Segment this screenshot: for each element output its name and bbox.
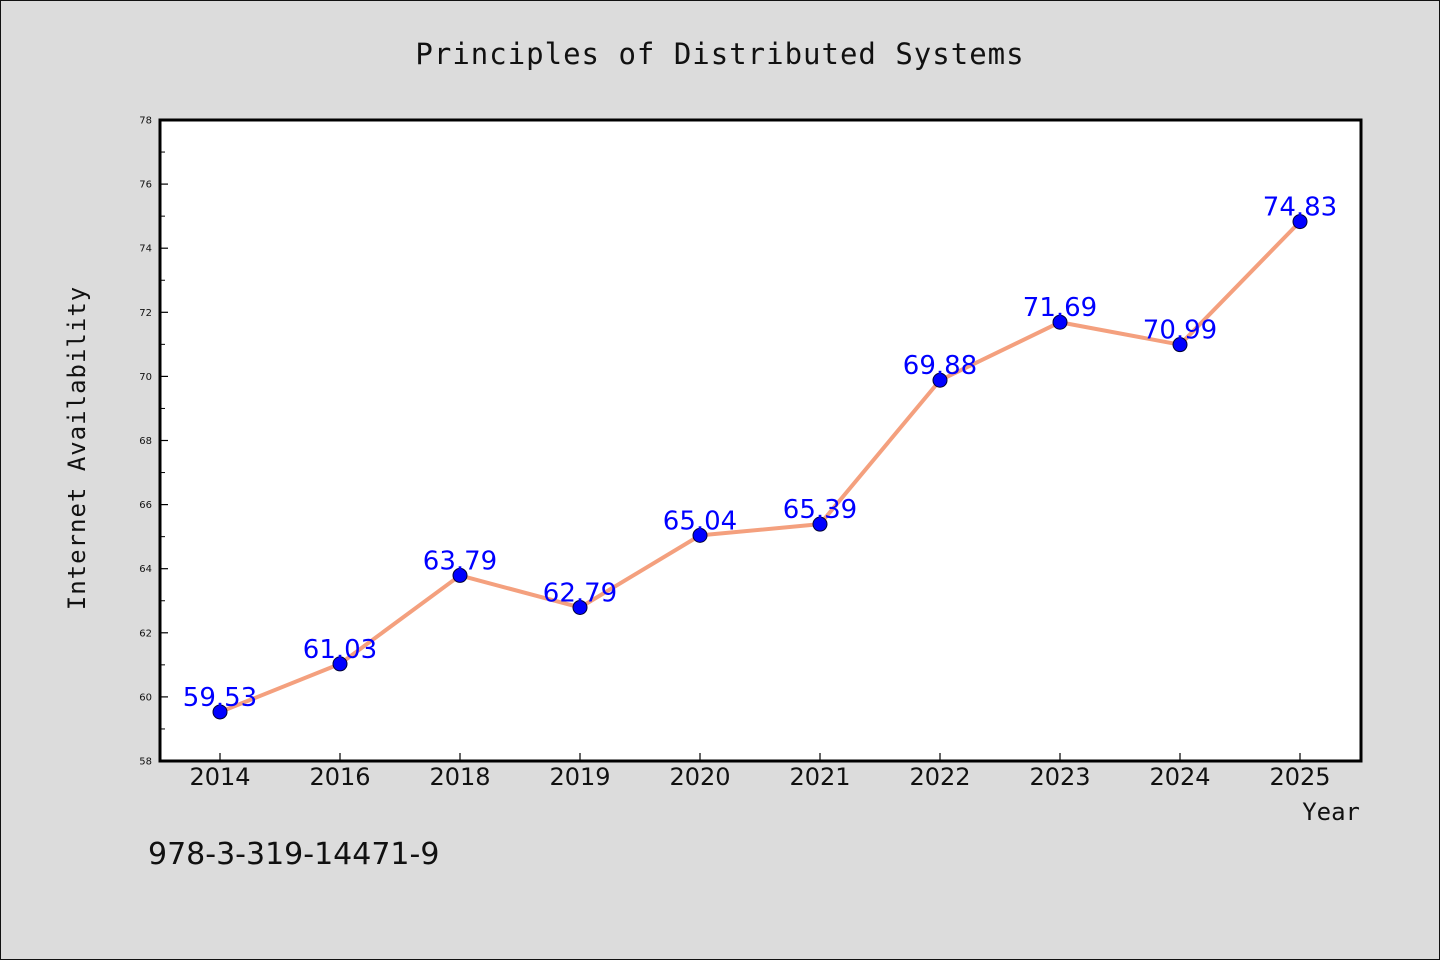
isbn-annotation: 978-3-319-14471-9 [148,837,439,872]
y-tick-label: 58 [139,757,152,768]
y-tick-label: 78 [139,116,152,127]
data-point-marker [212,704,228,720]
x-tick-label: 2025 [1269,763,1330,791]
x-tick-label: 2020 [669,763,730,791]
data-label: 65.39 [783,495,857,525]
data-point-marker [452,567,468,583]
series-line [218,219,1302,714]
x-tick-label: 2018 [429,763,490,791]
y-tick-label: 74 [139,244,152,255]
y-tick-label: 72 [139,308,152,319]
data-label: 71.69 [1023,293,1097,323]
plot-area [160,120,1361,761]
plot-border [158,118,1363,763]
y-tick-label: 66 [139,500,152,511]
data-label: 63.79 [423,546,497,576]
x-tick-label: 2016 [309,763,370,791]
y-tick-label: 68 [139,436,152,447]
data-label: 62.79 [543,578,617,608]
data-point-marker [1172,337,1188,353]
x-tick-label: 2023 [1029,763,1090,791]
x-tick-label: 2024 [1149,763,1210,791]
y-tick-label: 62 [139,628,152,639]
data-label: 74.83 [1263,193,1337,223]
x-axis: 2014 2016 2018 2019 2020 2021 2022 2023 2024 2025 [189,753,1331,791]
data-point-marker [1052,314,1068,330]
x-tick-label: 2014 [189,763,250,791]
y-tick-label: 60 [139,692,152,703]
x-tick-label: 2019 [549,763,610,791]
y-tick-label: 64 [139,564,152,575]
data-point-marker [692,527,708,543]
data-label: 59.53 [183,683,257,713]
x-tick-label: 2021 [789,763,850,791]
y-tick-label: 70 [139,372,152,383]
chart-title: Principles of Distributed Systems [415,37,1024,71]
y-axis-label: Internet Availability [63,286,91,610]
data-point-marker [332,656,348,672]
x-axis-label: Year [1302,798,1360,826]
data-point-marker [932,372,948,388]
data-label: 61.03 [303,635,377,665]
series-layer: 59.53 61.03 63.79 62.79 65.04 65.39 69.88 71.69… [183,193,1337,720]
data-label: 70.99 [1143,316,1217,346]
x-tick-label: 2022 [909,763,970,791]
data-point-marker [572,599,588,615]
data-label: 69.88 [903,351,977,381]
data-point-marker [1292,214,1308,230]
y-tick-label: 76 [139,180,152,191]
data-label: 65.04 [663,506,737,536]
data-point-marker [812,516,828,532]
